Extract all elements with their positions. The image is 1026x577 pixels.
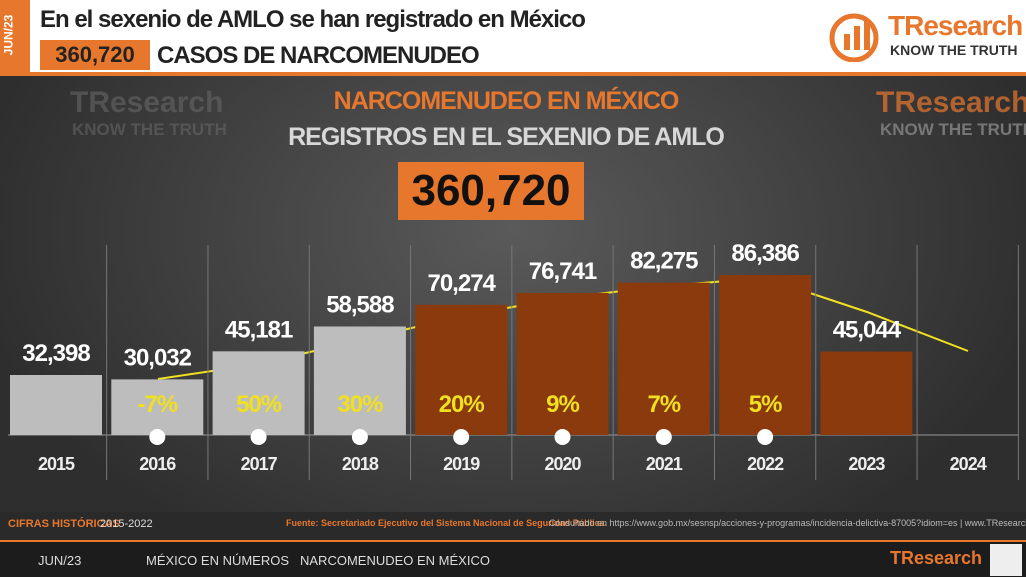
chart-title: NARCOMENUDEO EN MÉXICO	[333, 87, 680, 115]
value-label: 58,588	[326, 291, 394, 318]
x-tick-label: 2015	[38, 454, 75, 474]
value-label: 30,032	[124, 344, 192, 371]
chart-total: 360,720	[398, 162, 584, 220]
change-label: 50%	[236, 391, 282, 418]
bar	[617, 282, 710, 435]
x-tick-label: 2022	[747, 454, 784, 474]
change-label: 20%	[439, 391, 485, 418]
x-tick-label: 2019	[443, 454, 480, 474]
nav-brand: TResearch	[890, 548, 983, 568]
source: Fuente: Secretariado Ejecutivo del Siste…	[286, 518, 608, 528]
watermark-tagline: KNOW THE TRUTH	[880, 120, 1026, 139]
value-label: 82,275	[630, 248, 698, 275]
note-label: CIFRAS HISTÓRICAS	[8, 518, 120, 530]
marker-dot	[453, 429, 470, 445]
nav-bar: JUN/23 MÉXICO EN NÚMEROS NARCOMENUDEO EN…	[0, 540, 1026, 577]
marker-dot	[554, 429, 571, 445]
watermark-tagline: KNOW THE TRUTH	[72, 120, 227, 139]
nav-item[interactable]: NARCOMENUDEO EN MÉXICO	[300, 553, 490, 568]
watermark-brand: TResearch	[70, 86, 224, 119]
x-tick-label: 2023	[848, 454, 885, 474]
logo-icon	[829, 13, 879, 62]
value-label: 32,398	[22, 340, 90, 367]
x-tick-label: 2021	[646, 454, 683, 474]
marker-dot	[351, 429, 368, 445]
logo-brand: TResearch	[888, 10, 1023, 41]
logo-tagline: KNOW THE TRUTH	[890, 42, 1018, 58]
consult: Consultado en https://www.gob.mx/sesnsp/…	[549, 518, 1026, 528]
change-label: 5%	[749, 391, 782, 418]
x-tick-label: 2018	[342, 454, 379, 474]
date-strip	[0, 0, 30, 72]
x-tick-label: 2017	[241, 454, 278, 474]
chart-subtitle: REGISTROS EN EL SEXENIO DE AMLO	[288, 123, 725, 151]
marker-dot	[757, 429, 774, 445]
nav-item[interactable]: JUN/23	[38, 553, 82, 568]
x-tick-label: 2024	[950, 454, 987, 474]
change-label: -7%	[137, 391, 177, 418]
marker-dot	[655, 429, 672, 445]
change-label: 7%	[647, 391, 680, 418]
footer-note-bar: CIFRAS HISTÓRICAS 2015-2022 Fuente: Secr…	[0, 512, 1026, 540]
note-years: 2015-2022	[100, 518, 153, 530]
bar	[313, 326, 406, 435]
bar	[516, 292, 609, 435]
watermark-brand: TResearch	[876, 86, 1026, 119]
bar	[212, 351, 305, 435]
header-total: 360,720	[40, 40, 150, 70]
bar	[415, 304, 508, 435]
bar	[111, 379, 204, 435]
bar	[820, 351, 913, 435]
x-tick-label: 2016	[139, 454, 176, 474]
header-line2: CASOS DE NARCOMENUDEO	[157, 42, 480, 69]
value-label: 70,274	[427, 270, 496, 297]
value-label: 86,386	[731, 240, 799, 267]
marker-dot	[250, 429, 267, 445]
value-label: 45,044	[833, 317, 902, 344]
value-label: 76,741	[529, 258, 597, 285]
qr-code	[990, 544, 1022, 576]
bar	[719, 275, 812, 435]
value-label: 45,181	[225, 316, 293, 343]
change-label: 9%	[546, 391, 579, 418]
header: JUN/23 En el sexenio de AMLO se han regi…	[0, 0, 1026, 76]
header-line1: En el sexenio de AMLO se han registrado …	[40, 6, 586, 33]
change-label: 30%	[337, 391, 383, 418]
nav-item[interactable]: MÉXICO EN NÚMEROS	[146, 553, 290, 568]
x-tick-label: 2020	[544, 454, 581, 474]
bar	[10, 374, 102, 435]
marker-dot	[149, 429, 166, 445]
